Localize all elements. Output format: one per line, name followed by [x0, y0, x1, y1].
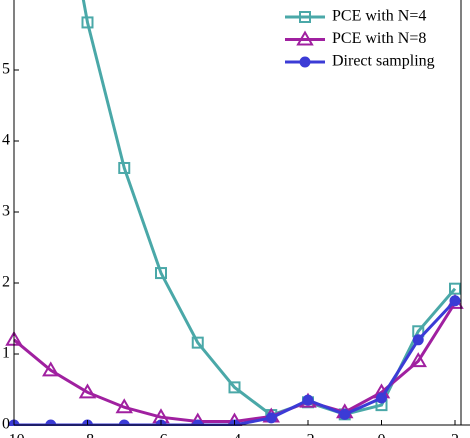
y-tick-label: 4: [2, 132, 10, 149]
y-tick-label: 3: [2, 203, 10, 220]
marker: [42, 361, 60, 377]
marker: [449, 295, 461, 307]
marker: [296, 30, 314, 46]
x-tick-label: -8: [81, 432, 94, 438]
x-tick-label: -2: [301, 432, 314, 438]
marker: [226, 412, 243, 426]
marker: [189, 412, 206, 426]
marker: [78, 383, 97, 399]
legend-label: PCE with N=4: [332, 8, 426, 25]
x-tick-label: -4: [228, 432, 241, 438]
marker: [412, 334, 424, 346]
marker: [155, 267, 167, 280]
marker: [191, 336, 204, 349]
y-tick-label: 5: [2, 61, 10, 78]
series-line: [14, 299, 457, 426]
marker: [449, 282, 461, 295]
marker: [376, 392, 387, 404]
marker: [409, 352, 427, 368]
series-line: [81, 0, 457, 417]
x-tick-label: 0: [378, 432, 386, 438]
marker: [302, 394, 314, 406]
marker: [81, 16, 94, 29]
marker: [265, 412, 277, 424]
x-tick-label: -6: [154, 432, 167, 438]
x-tick-label: 2: [451, 432, 459, 438]
marker: [118, 161, 131, 174]
series-line: [13, 302, 457, 423]
y-tick-label: 0: [2, 416, 10, 433]
y-tick-label: 2: [2, 274, 10, 291]
legend-label: PCE with N=8: [332, 30, 426, 47]
legend-label: Direct sampling: [332, 53, 435, 70]
marker: [299, 11, 311, 23]
y-tick-label: 1: [2, 345, 10, 362]
marker: [299, 56, 311, 68]
x-tick-label: -10: [3, 432, 24, 438]
marker: [228, 381, 241, 394]
marker: [115, 398, 133, 414]
marker: [339, 408, 351, 420]
